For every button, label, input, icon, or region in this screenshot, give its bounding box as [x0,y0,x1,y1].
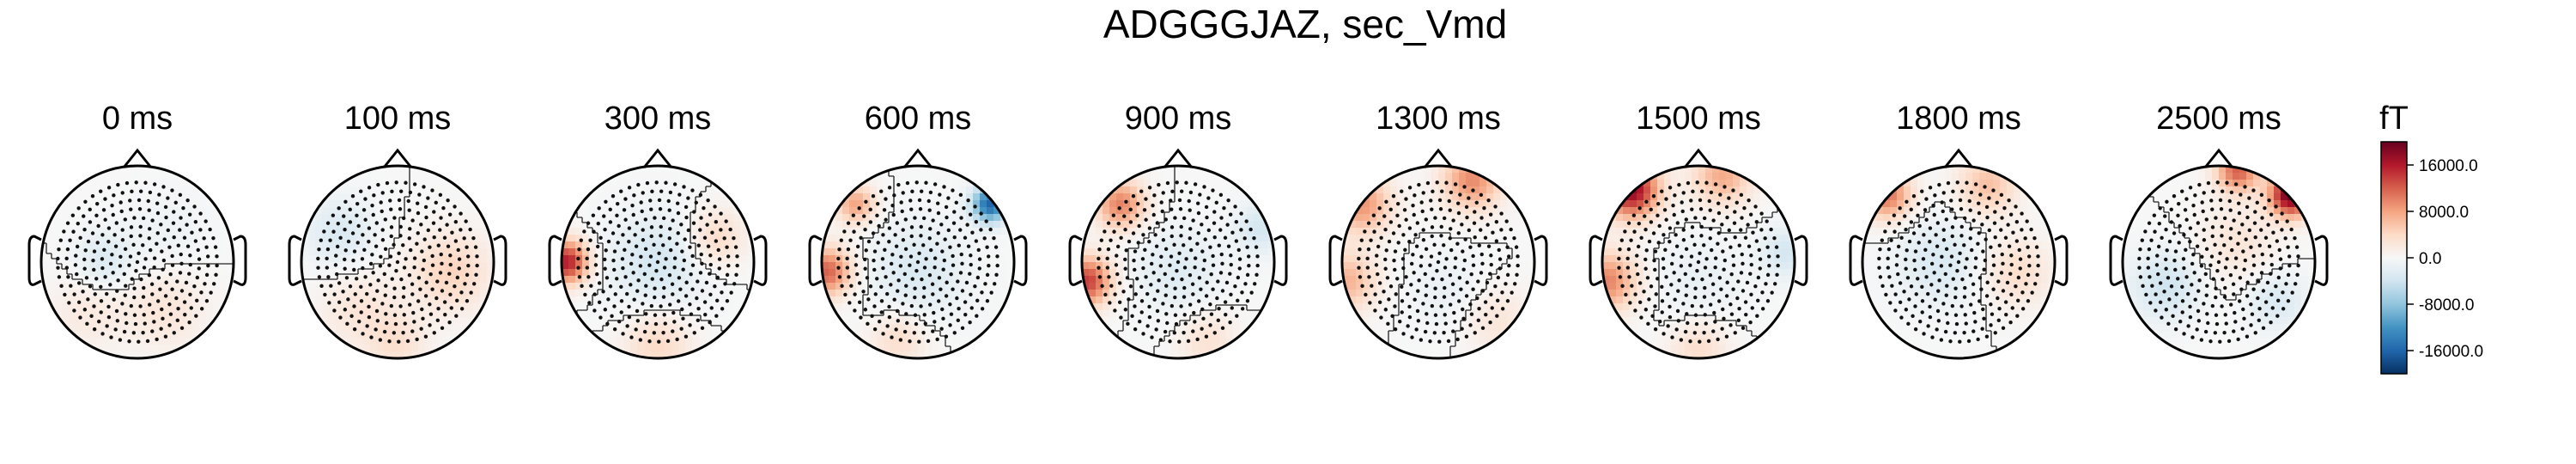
head-outline [560,164,756,360]
left-ear [2109,235,2123,286]
right-ear [1534,235,1548,286]
nose [382,148,413,168]
figure-title: ADGGGJAZ, sec_Vmd [1103,2,1507,46]
topomap-6: 1500 ms [1589,101,1808,360]
colorbar-tick-label: -8000.0 [2419,296,2474,314]
head-outline [820,164,1016,360]
topomap-field [822,166,1014,358]
topomap-time-label: 100 ms [344,101,452,137]
nose [1423,148,1454,168]
colorbar-tick-label: -16000.0 [2419,343,2483,361]
colorbar-tick-label: 16000.0 [2419,157,2478,175]
right-ear [2314,235,2329,286]
topomap-sensors [56,180,219,344]
right-ear [1794,235,1808,286]
topomap-time-label: 300 ms [605,101,712,137]
head-outline [2121,164,2317,360]
left-ear [808,235,823,286]
topomap-sensors [1097,180,1260,344]
topomap-time-label: 900 ms [1125,101,1232,137]
left-ear [1068,235,1083,286]
head-outline [39,164,235,360]
topomap-panels: 0 ms 100 ms 300 ms 600 ms 900 ms 1300 ms 1500 … [27,101,2329,360]
topomap-time-label: 2500 ms [2156,101,2281,137]
left-ear [1328,235,1343,286]
topomap-field [1862,166,2055,358]
topomap-time-label: 1500 ms [1636,101,1761,137]
topomap-7: 1800 ms [1849,101,2069,360]
topomap-sensors [1617,180,1780,344]
nose [902,148,933,168]
topomap-3: 600 ms [808,101,1028,360]
left-ear [288,235,302,286]
right-ear [1013,235,1028,286]
colorbar-unit: fT [2379,101,2409,137]
topomap-time-label: 1300 ms [1376,101,1501,137]
topomap-8: 2500 ms [2109,101,2329,360]
head-outline [1340,164,1536,360]
colorbar-gradient [2380,141,2408,375]
right-ear [233,235,247,286]
nose [642,148,673,168]
left-ear [548,235,562,286]
topomap-sensors [576,180,739,344]
left-ear [1589,235,1603,286]
right-ear [1273,235,1288,286]
head-outline [300,164,495,360]
topomap-time-label: 0 ms [102,101,173,137]
topomap-sensors [316,180,479,344]
topomap-field [2123,166,2315,358]
left-ear [27,235,42,286]
nose [1683,148,1714,168]
head-outline [1601,164,1796,360]
head-outline [1080,164,1276,360]
topomap-5: 1300 ms [1328,101,1548,360]
left-ear [1849,235,1863,286]
topomap-2: 300 ms [548,101,768,360]
nose [1163,148,1194,168]
topomap-time-label: 1800 ms [1896,101,2021,137]
colorbar-tick-label: 8000.0 [2419,204,2469,222]
head-outline [1861,164,2057,360]
right-ear [2054,235,2069,286]
topomap-1: 100 ms [288,101,507,360]
colorbar-tick-label: 0.0 [2419,250,2441,268]
colorbar: fT 16000.0 8000.0 0.0 -8000.0 -16000.0 [2379,101,2483,375]
topomap-time-label: 600 ms [865,101,972,137]
right-ear [493,235,507,286]
topomap-0: 0 ms [27,101,247,360]
topomap-4: 900 ms [1068,101,1288,360]
nose [122,148,153,168]
topomap-sensors [1357,180,1520,344]
nose [2203,148,2234,168]
topomap-sensors [2137,180,2300,344]
right-ear [753,235,768,286]
topomap-sensors [1877,180,2040,344]
nose [1943,148,1974,168]
topomap-sensors [836,180,999,344]
